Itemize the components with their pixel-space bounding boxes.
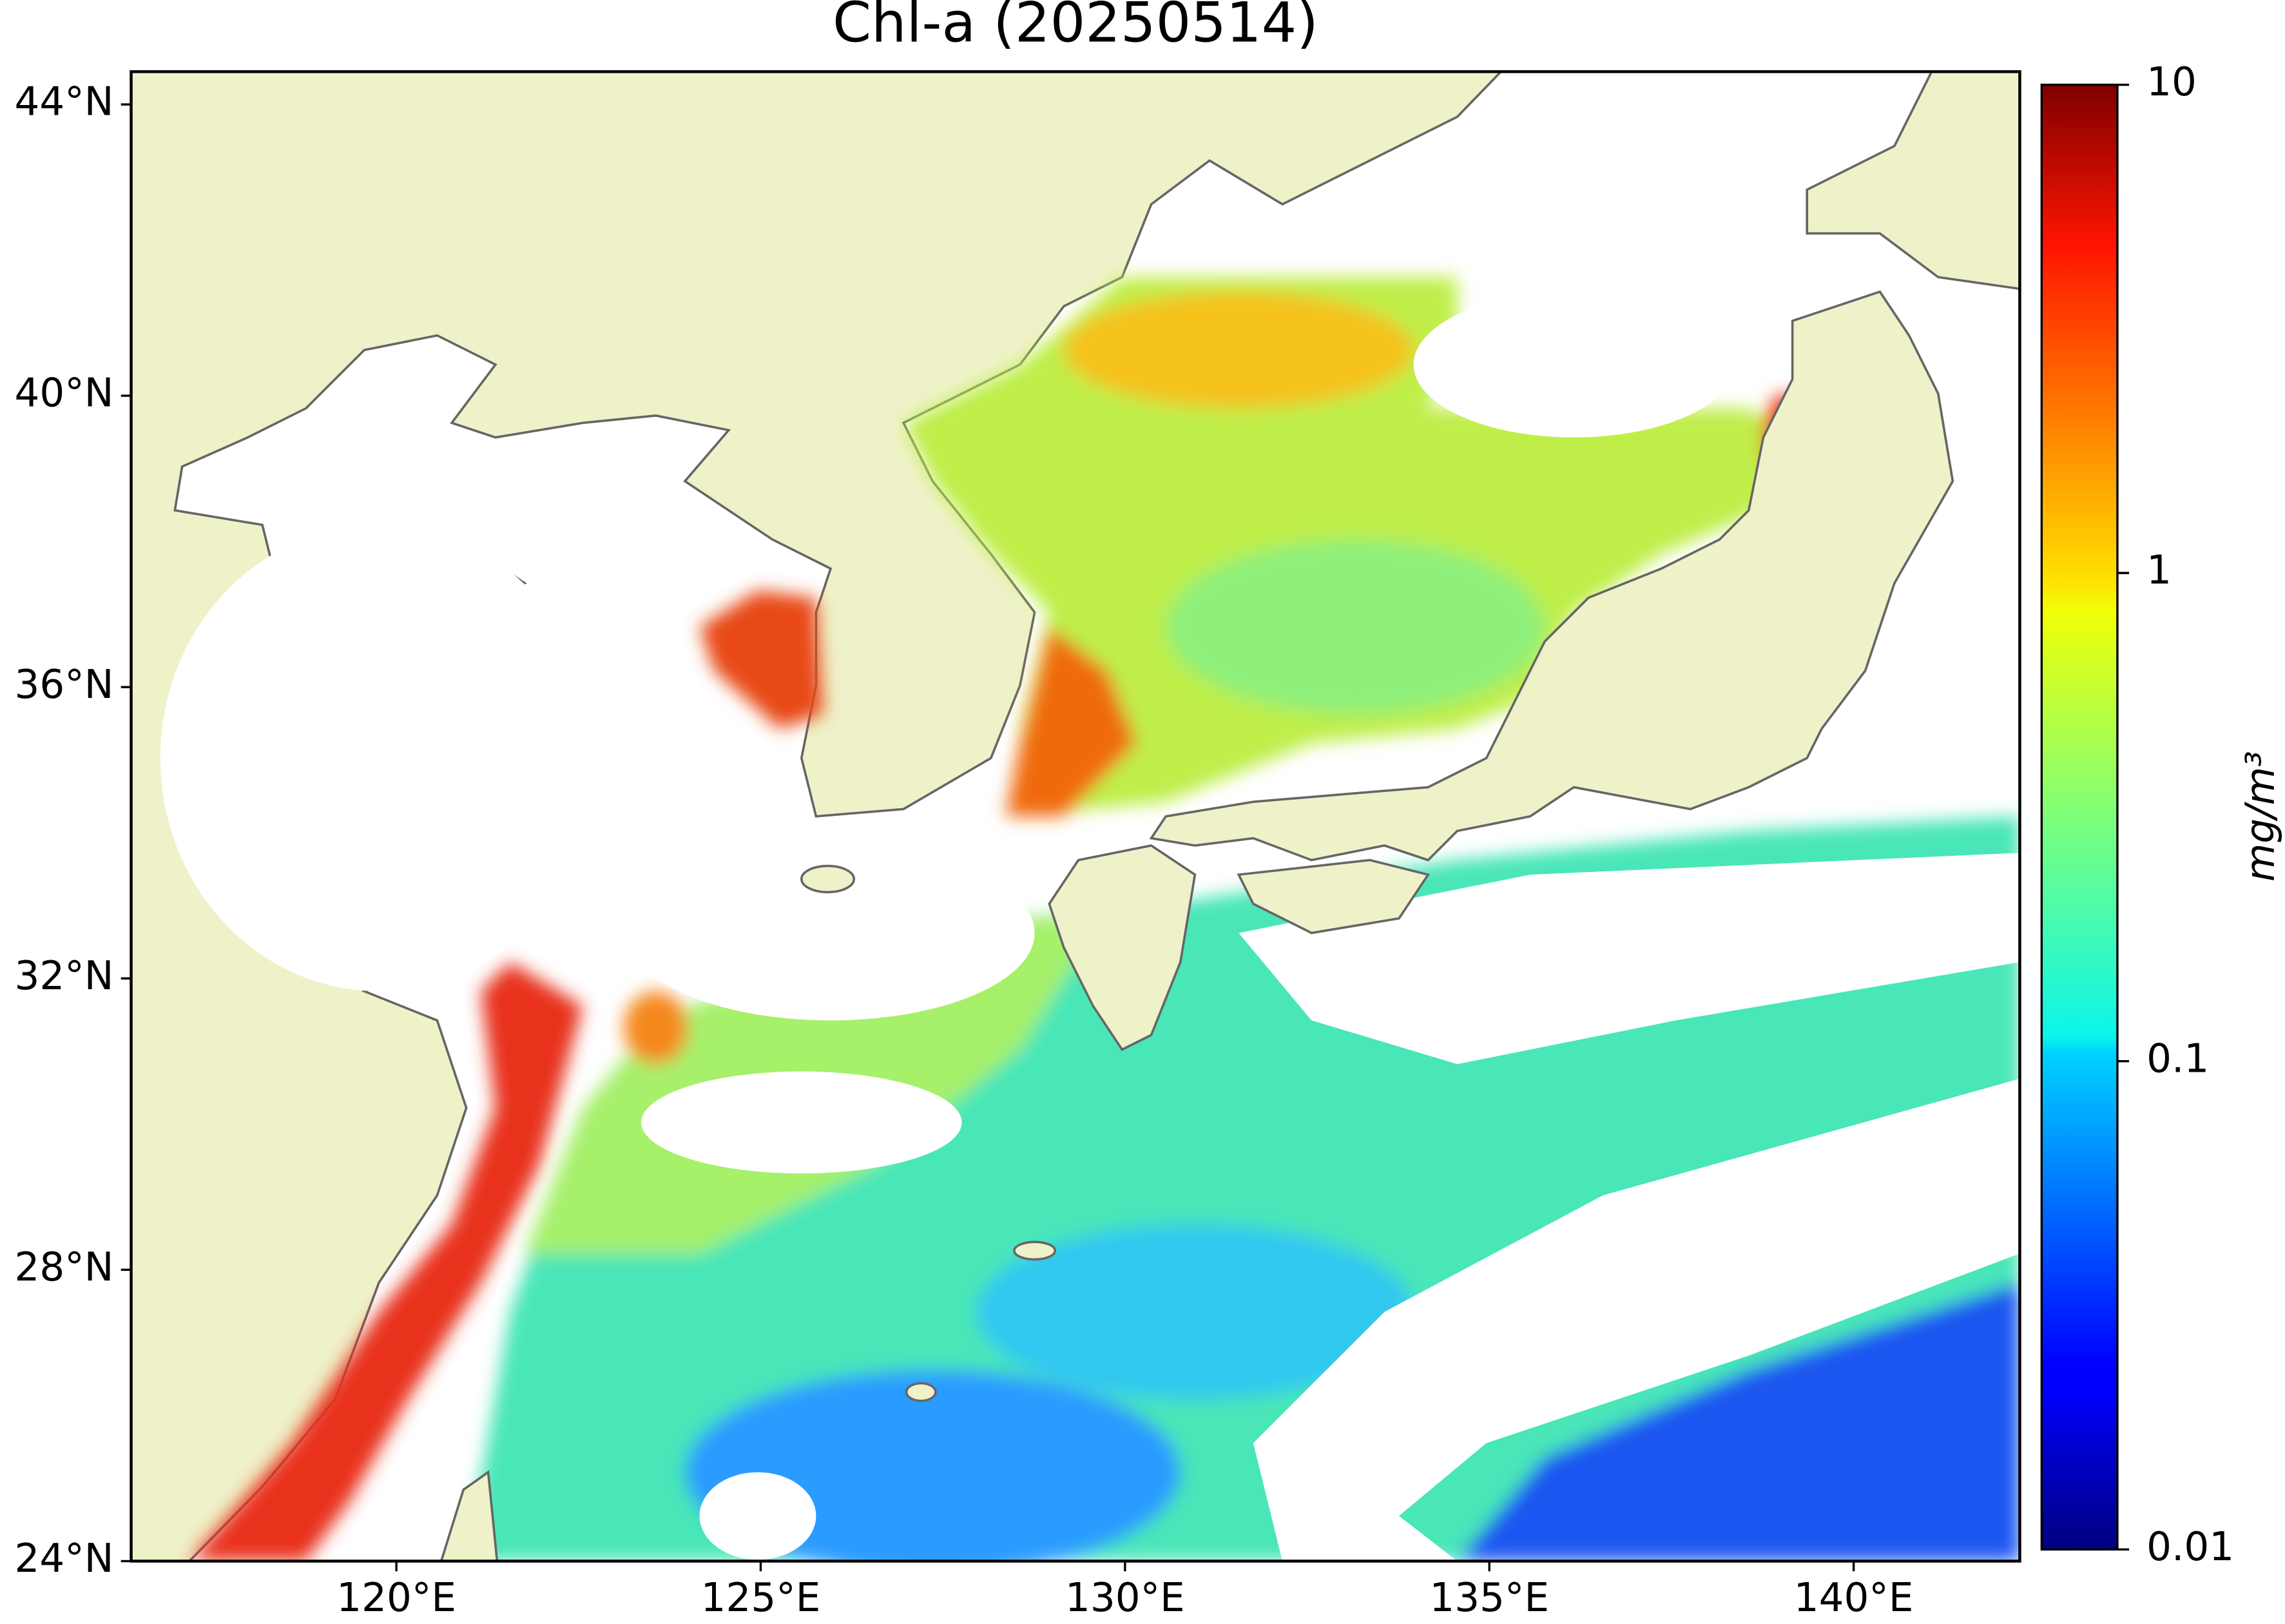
y-tick-label: 24°N <box>15 1536 114 1581</box>
cloud <box>1253 1078 2020 1561</box>
taiwan <box>439 1470 499 1561</box>
cloud <box>1239 853 2020 1065</box>
cloud <box>699 1472 816 1560</box>
colorbar-tick-label: 0.01 <box>2146 1524 2234 1570</box>
cloud <box>641 1071 962 1174</box>
y-tick-label: 28°N <box>15 1244 114 1290</box>
x-tick-label: 140°E <box>1794 1575 1914 1621</box>
yellow-sea-high <box>699 590 824 730</box>
colorbar-tick-label: 0.1 <box>2146 1036 2209 1081</box>
x-tick-label: 135°E <box>1429 1575 1549 1621</box>
hokkaido <box>1806 72 2020 290</box>
colorbar-tick-label: 10 <box>2146 59 2197 105</box>
korea-coastal-high <box>1005 626 1137 817</box>
island <box>905 1382 937 1402</box>
y-tick-label: 44°N <box>15 79 114 125</box>
x-tick-label: 120°E <box>336 1575 456 1621</box>
colorbar-tick-label: 1 <box>2146 548 2172 594</box>
kyushu <box>1048 844 1197 1051</box>
honshu <box>1149 290 1954 862</box>
map-area <box>131 72 2020 1561</box>
x-tick-label: 125°E <box>701 1575 821 1621</box>
orange-patch <box>623 991 688 1065</box>
coastal-high <box>189 962 583 1561</box>
cloud <box>626 846 1035 1021</box>
cloud <box>160 525 598 992</box>
shikoku <box>1237 858 1431 934</box>
very-low-patch <box>1457 1282 2020 1561</box>
island <box>1013 1241 1057 1261</box>
colorbar <box>2040 83 2119 1551</box>
x-tick-label: 130°E <box>1065 1575 1185 1621</box>
cloud <box>1413 291 1735 438</box>
clouds <box>160 291 2020 1561</box>
y-tick-label: 40°N <box>15 371 114 416</box>
green-patch <box>1166 539 1545 715</box>
colorbar-label: mg/m³ <box>2238 751 2284 882</box>
jeju <box>800 864 856 894</box>
y-tick-label: 32°N <box>15 953 114 999</box>
high-patch <box>1063 291 1414 409</box>
map-frame <box>130 70 2021 1563</box>
low-patch <box>976 1224 1414 1400</box>
y-tick-label: 36°N <box>15 662 114 708</box>
map-title: Chl-a (20250514) <box>833 0 1318 55</box>
